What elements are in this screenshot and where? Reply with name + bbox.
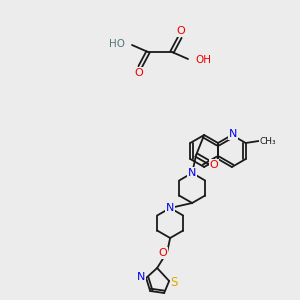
Text: CH₃: CH₃ (260, 136, 276, 146)
Text: N: N (229, 129, 237, 139)
Text: HO: HO (109, 39, 125, 49)
Text: N: N (166, 203, 174, 213)
Text: O: O (135, 68, 143, 78)
Text: O: O (159, 248, 167, 258)
Text: N: N (188, 168, 196, 178)
Text: N: N (137, 272, 145, 282)
Text: S: S (170, 275, 178, 289)
Text: O: O (210, 160, 218, 170)
Text: O: O (177, 26, 185, 36)
Text: OH: OH (195, 55, 211, 65)
